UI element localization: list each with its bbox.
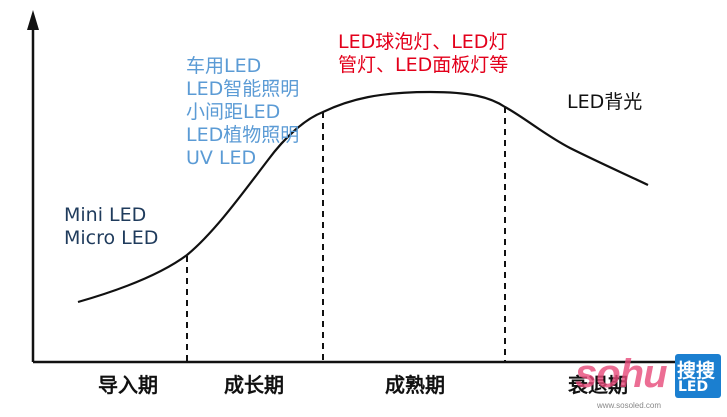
watermark-brand-box: 搜搜 LED网 xyxy=(675,354,721,414)
annotation-intro: Mini LED Micro LED xyxy=(64,204,158,250)
annotation-line: UV LED xyxy=(186,147,257,169)
y-axis-arrow-icon xyxy=(27,10,39,30)
stage-label-intro: 导入期 xyxy=(98,373,158,397)
annotation-line: Mini LED xyxy=(64,204,147,226)
watermark: sohu 搜搜 LED网 www.sosoled.com xyxy=(575,352,725,414)
annotation-line: LED智能照明 xyxy=(186,78,300,100)
annotation-line: LED背光 xyxy=(567,91,643,113)
stage-label-growth: 成长期 xyxy=(224,373,284,397)
stage-label-mature: 成熟期 xyxy=(385,373,445,397)
watermark-brand-top: 搜搜 xyxy=(677,360,716,382)
stage-label-decline: 衰退期 xyxy=(567,373,628,397)
annotation-growth: 车用LED LED智能照明 小间距LED LED植物照明 UV LED xyxy=(186,55,299,170)
annotation-line: LED植物照明 xyxy=(186,124,300,146)
annotation-line: 管灯、LED面板灯等 xyxy=(338,54,509,76)
watermark-url: www.sosoled.com xyxy=(597,401,662,410)
annotation-line: 小间距LED xyxy=(186,101,281,123)
annotation-line: 车用LED xyxy=(186,55,262,77)
annotation-line: Micro LED xyxy=(64,227,159,249)
watermark-logo: sohu xyxy=(575,352,668,396)
annotation-line: LED球泡灯、LED灯 xyxy=(338,31,508,53)
watermark-brand-bottom: LED网 xyxy=(678,379,709,414)
lifecycle-curve xyxy=(77,90,649,304)
annotation-decline: LED背光 xyxy=(567,91,642,114)
annotation-mature: LED球泡灯、LED灯 管灯、LED面板灯等 xyxy=(338,31,508,77)
